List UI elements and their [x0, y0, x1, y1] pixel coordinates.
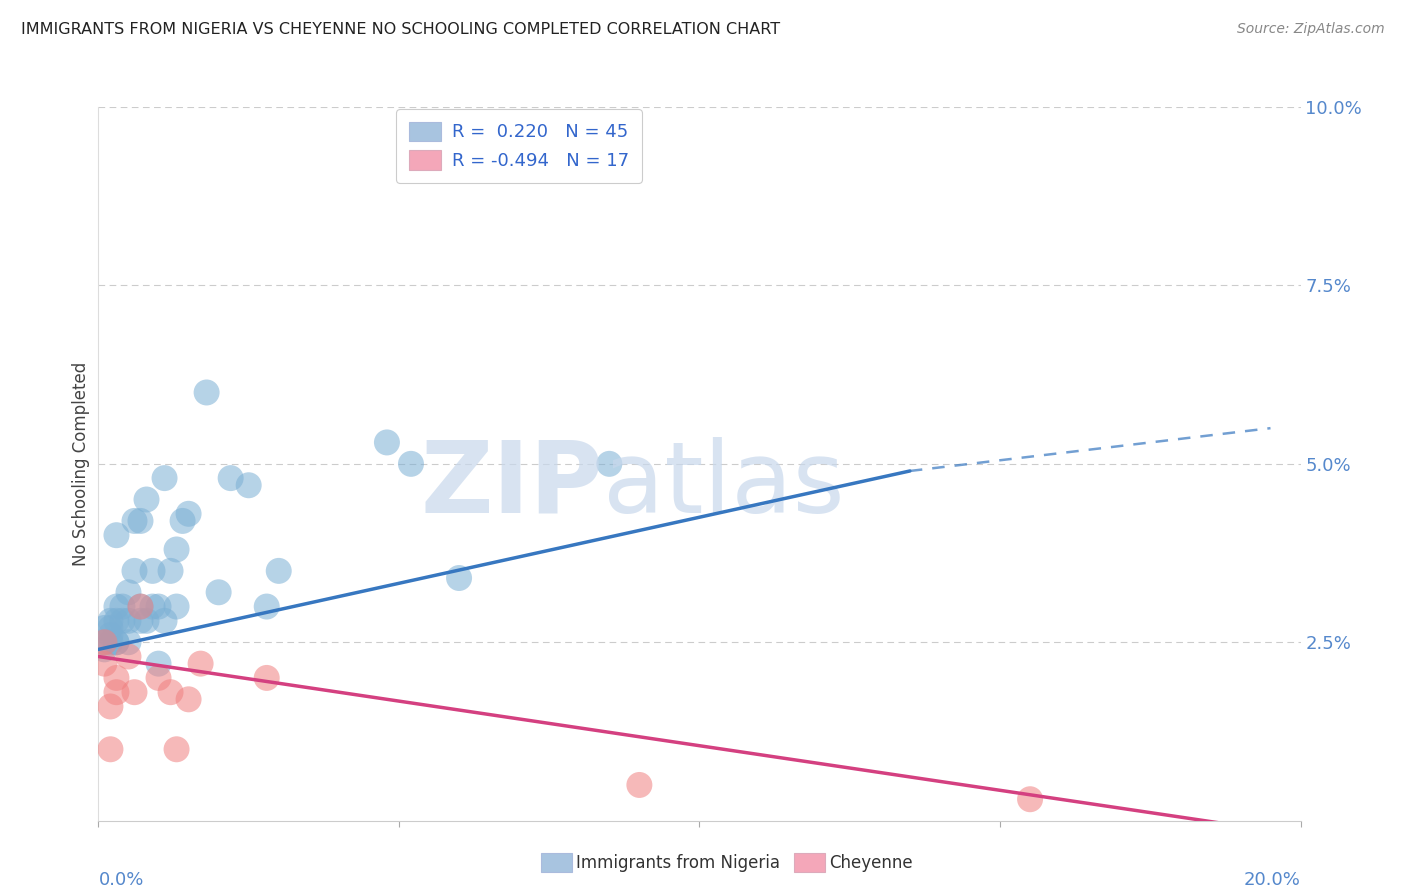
Point [100, 742, 122, 756]
Point [93, 635, 115, 649]
Point [166, 599, 188, 614]
Point [129, 599, 152, 614]
Point [190, 657, 212, 671]
Point [117, 585, 139, 599]
Point [100, 635, 122, 649]
Point [117, 614, 139, 628]
Point [267, 564, 290, 578]
Text: IMMIGRANTS FROM NIGERIA VS CHEYENNE NO SCHOOLING COMPLETED CORRELATION CHART: IMMIGRANTS FROM NIGERIA VS CHEYENNE NO S… [21, 22, 780, 37]
Point [166, 542, 188, 557]
Point [117, 635, 139, 649]
Point [129, 514, 152, 528]
Point [105, 635, 128, 649]
Text: Source: ZipAtlas.com: Source: ZipAtlas.com [1237, 22, 1385, 37]
Point [219, 471, 242, 485]
Point [105, 671, 128, 685]
Point [148, 657, 170, 671]
Point [105, 528, 128, 542]
Point [172, 514, 194, 528]
Point [93, 642, 115, 657]
Point [238, 478, 260, 492]
Point [375, 435, 398, 450]
Text: ZIP: ZIP [420, 437, 603, 533]
Legend: R =  0.220   N = 45, R = -0.494   N = 17: R = 0.220 N = 45, R = -0.494 N = 17 [396, 109, 643, 183]
Point [117, 649, 139, 664]
Point [628, 778, 651, 792]
Point [159, 564, 181, 578]
Point [148, 671, 170, 685]
Point [141, 564, 163, 578]
Text: Immigrants from Nigeria: Immigrants from Nigeria [576, 854, 780, 871]
Y-axis label: No Schooling Completed: No Schooling Completed [72, 362, 90, 566]
Point [159, 685, 181, 699]
Text: 0.0%: 0.0% [98, 871, 143, 888]
Point [177, 507, 200, 521]
Point [1019, 792, 1042, 806]
Point [153, 471, 176, 485]
Point [111, 599, 134, 614]
Point [153, 614, 176, 628]
Point [129, 599, 152, 614]
Text: Cheyenne: Cheyenne [830, 854, 912, 871]
Point [148, 599, 170, 614]
Point [105, 614, 128, 628]
Point [195, 385, 218, 400]
Point [105, 599, 128, 614]
Point [399, 457, 422, 471]
Point [100, 628, 122, 642]
Point [598, 457, 620, 471]
Point [141, 599, 163, 614]
Point [93, 657, 115, 671]
Point [111, 614, 134, 628]
Point [93, 635, 115, 649]
Point [100, 614, 122, 628]
Point [256, 599, 278, 614]
Point [93, 621, 115, 635]
Point [447, 571, 470, 585]
Point [135, 492, 157, 507]
Point [256, 671, 278, 685]
Point [100, 699, 122, 714]
Point [129, 614, 152, 628]
Text: 20.0%: 20.0% [1244, 871, 1301, 888]
Point [208, 585, 231, 599]
Point [177, 692, 200, 706]
Point [166, 742, 188, 756]
Point [124, 685, 146, 699]
Point [124, 514, 146, 528]
Point [124, 564, 146, 578]
Point [105, 685, 128, 699]
Point [105, 635, 128, 649]
Point [135, 614, 157, 628]
Point [100, 621, 122, 635]
Text: atlas: atlas [603, 437, 845, 533]
